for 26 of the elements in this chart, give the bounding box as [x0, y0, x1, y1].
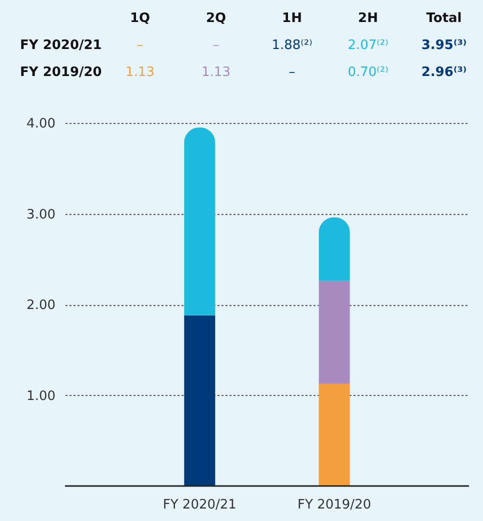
y-tick-label: 2.00 [26, 298, 56, 313]
bar [318, 280, 350, 384]
y-tick-label: 3.00 [26, 207, 56, 222]
text: FY 2019/20 [20, 65, 102, 80]
text: – [136, 38, 144, 53]
text: – [212, 38, 220, 53]
bar [184, 315, 216, 486]
text: 1Q [130, 11, 150, 26]
text: 2.07⁽²⁾ [348, 38, 388, 53]
y-tick-label: 4.00 [26, 116, 56, 132]
text: 3.95⁽³⁾ [421, 38, 467, 53]
text: 2.96⁽³⁾ [421, 65, 467, 80]
y-tick-label: 1.00 [26, 388, 56, 404]
text: 2Q [206, 11, 226, 26]
text: 1H [282, 11, 302, 26]
text: Total [426, 11, 462, 26]
bar [184, 128, 216, 316]
text: 2H [358, 11, 378, 26]
text: – [288, 65, 296, 80]
bar [318, 217, 350, 281]
text: 1.13 [126, 65, 154, 80]
bar [318, 383, 350, 486]
text: 1.88⁽²⁾ [272, 38, 312, 53]
text: FY 2020/21 [20, 38, 102, 53]
text: 0.70⁽²⁾ [348, 65, 388, 80]
text: 1.13 [202, 65, 230, 80]
